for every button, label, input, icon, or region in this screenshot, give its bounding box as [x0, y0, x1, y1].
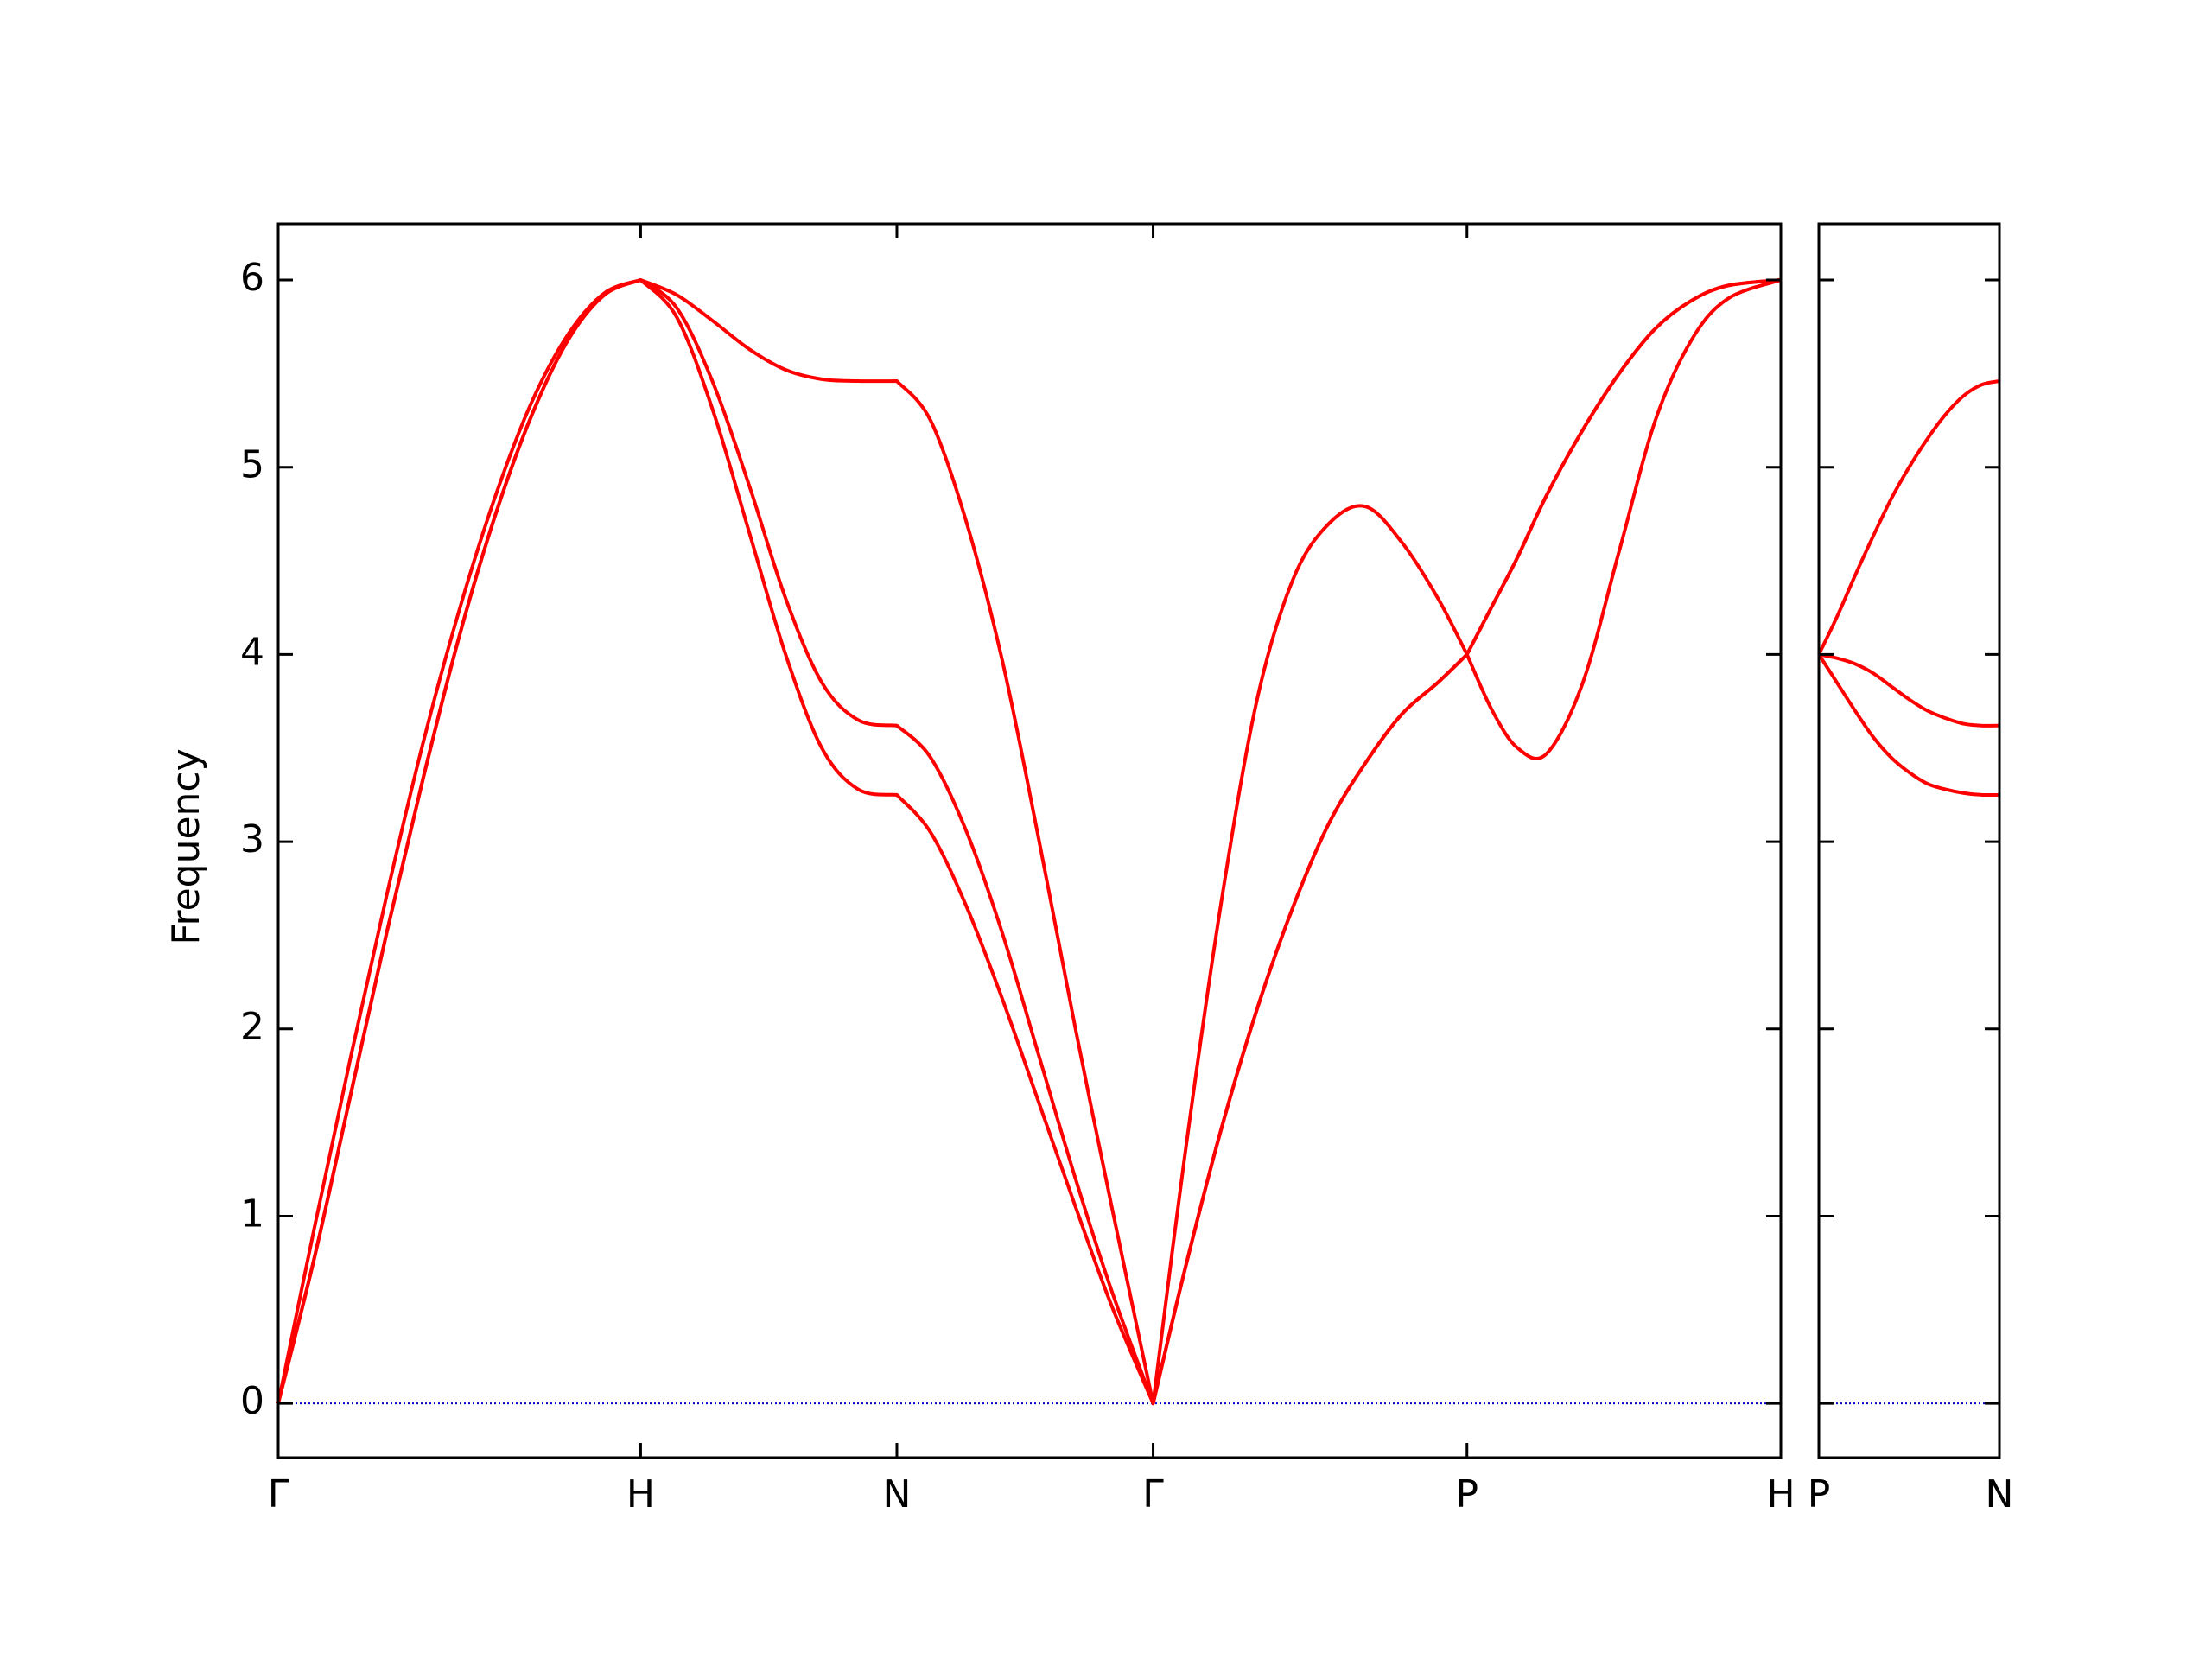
plot-frame	[276, 222, 1783, 1459]
y-tick-label: 4	[240, 630, 264, 674]
y-tick-label: 1	[240, 1192, 264, 1236]
x-tick-label: Γ	[1142, 1472, 1164, 1516]
y-tick-label: 5	[240, 443, 264, 487]
y-axis-label: Frequency	[164, 748, 208, 944]
x-tick-label: P	[1808, 1472, 1831, 1516]
y-tick-label: 2	[240, 1005, 264, 1049]
x-tick-label: N	[883, 1472, 912, 1516]
x-tick-label: N	[1986, 1472, 2014, 1516]
band-line	[1817, 379, 2000, 656]
band-line	[276, 278, 1782, 1406]
x-tick-label: P	[1455, 1472, 1478, 1516]
y-tick-label: 3	[240, 817, 264, 861]
x-tick-label: H	[1766, 1472, 1795, 1516]
band-line	[1817, 653, 2000, 798]
x-tick-label: H	[626, 1472, 655, 1516]
y-tick-label: 0	[240, 1379, 264, 1423]
y-tick-label: 6	[240, 256, 264, 300]
x-tick-label: Γ	[268, 1472, 289, 1516]
band-line	[276, 278, 1782, 1406]
band-line	[1818, 652, 2000, 728]
plot-frame	[1817, 222, 2001, 1459]
band-line	[276, 278, 1782, 1406]
